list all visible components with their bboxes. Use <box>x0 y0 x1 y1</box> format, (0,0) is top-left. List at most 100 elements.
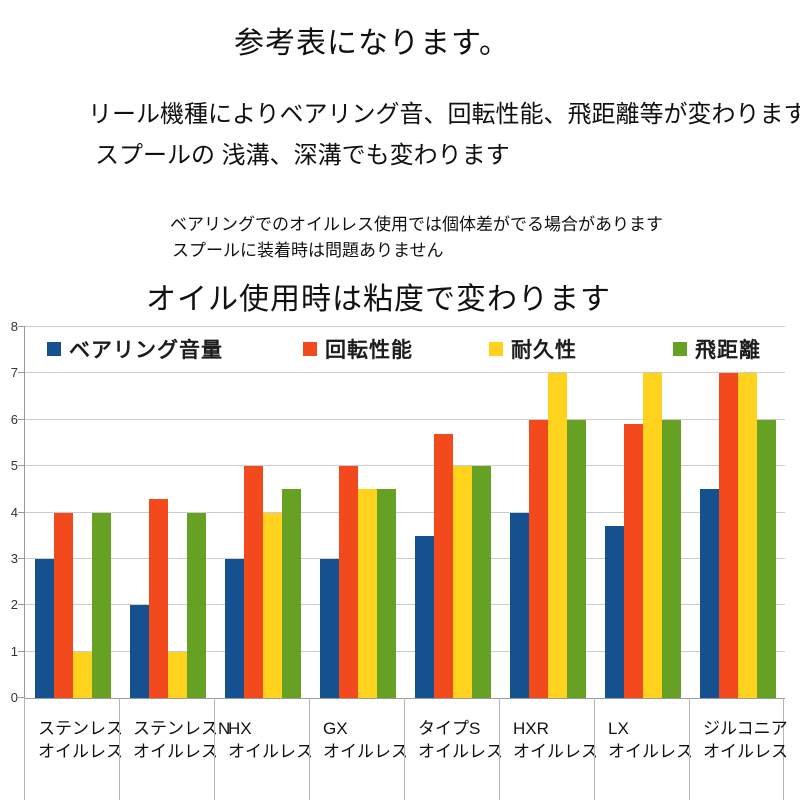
bar-series2-cat6 <box>642 373 662 698</box>
legend-item-series1: 回転性能 <box>303 334 413 364</box>
bar-series2-cat4 <box>452 466 472 698</box>
gridline-3 <box>25 557 785 559</box>
y-axis-label-8: 8 <box>10 319 18 334</box>
category-sublabel: オイルレス <box>228 742 313 761</box>
category-label: ジルコニア <box>703 719 788 738</box>
y-tick-2 <box>18 604 25 606</box>
category-cell-2: HX オイルレス <box>214 698 313 800</box>
legend-item-series0: ベアリング音量 <box>47 334 223 364</box>
y-axis-label-6: 6 <box>10 411 18 427</box>
y-axis-label-4: 4 <box>10 504 18 520</box>
bar-series1-cat0 <box>53 512 73 698</box>
legend-item-series2: 耐久性 <box>489 334 577 364</box>
y-tick-8 <box>18 326 25 327</box>
gridline-5 <box>25 465 785 467</box>
y-tick-6 <box>18 418 25 420</box>
description-line-1: リール機種によりベアリング音、回転性能、飛距離等が変わります。 <box>88 101 800 128</box>
bar-series0-cat7 <box>699 489 719 698</box>
bar-series2-cat5 <box>547 373 567 698</box>
legend-label: 耐久性 <box>511 339 577 362</box>
bar-series3-cat7 <box>756 419 776 698</box>
bar-series1-cat6 <box>623 424 643 698</box>
bar-series3-cat0 <box>91 512 111 698</box>
y-axis-label-0: 0 <box>10 690 18 705</box>
gridline-4 <box>25 511 785 513</box>
y-tick-5 <box>18 465 25 467</box>
category-sublabel: オイルレス <box>608 742 693 761</box>
y-tick-3 <box>18 557 25 559</box>
category-sublabel: オイルレス <box>133 742 218 761</box>
category-sublabel: オイルレス <box>513 742 598 761</box>
legend-color-swatch <box>47 342 61 356</box>
category-cell-0: ステンレスオイルレス <box>24 698 123 800</box>
bar-series1-cat3 <box>338 466 358 698</box>
y-axis-label-5: 5 <box>10 458 18 474</box>
category-cell-7: ジルコニアオイルレス <box>689 698 788 800</box>
bar-series0-cat3 <box>319 558 339 698</box>
category-label: ステンレスN <box>133 719 231 738</box>
legend-label: ベアリング音量 <box>69 339 223 362</box>
plot-area: ベアリング音量 回転性能 耐久性 飛距離 <box>18 326 785 699</box>
legend-color-swatch <box>303 342 317 356</box>
bar-series1-cat4 <box>433 433 453 698</box>
category-cell-3: GX オイルレス <box>309 698 408 800</box>
legend-color-swatch <box>673 342 687 356</box>
category-sublabel: オイルレス <box>323 742 408 761</box>
chart-subtitle: オイル使用時は粘度で変わります <box>146 283 611 316</box>
bar-series2-cat2 <box>262 512 282 698</box>
bar-series0-cat6 <box>604 526 624 698</box>
y-tick-4 <box>18 511 25 513</box>
bar-series2-cat7 <box>737 373 757 698</box>
legend-label: 飛距離 <box>695 339 761 362</box>
bar-series0-cat1 <box>129 605 149 698</box>
note-line-2: スプールに装着時は問題ありません <box>172 241 444 260</box>
bar-series3-cat1 <box>186 512 206 698</box>
bar-series2-cat1 <box>167 651 187 698</box>
gridline-6 <box>25 418 785 420</box>
legend-item-series3: 飛距離 <box>673 334 761 364</box>
category-sublabel: オイルレス <box>418 742 503 761</box>
category-sublabel: オイルレス <box>703 742 788 761</box>
category-cell-1: ステンレスN オイルレス <box>119 698 231 800</box>
bar-series0-cat0 <box>34 558 54 698</box>
description-line-2: スプールの 浅溝、深溝でも変わります <box>95 142 510 169</box>
category-sublabel: オイルレス <box>38 742 123 761</box>
category-cell-4: タイプS オイルレス <box>404 698 503 800</box>
bar-series3-cat4 <box>471 466 491 698</box>
bar-series0-cat2 <box>224 558 244 698</box>
bar-series2-cat0 <box>72 651 92 698</box>
bar-series3-cat3 <box>376 489 396 698</box>
bar-series1-cat2 <box>243 466 263 698</box>
gridline-2 <box>25 604 785 606</box>
y-axis-label-2: 2 <box>10 597 18 613</box>
y-tick-7 <box>18 372 25 374</box>
y-tick-1 <box>18 650 25 652</box>
category-label: HX <box>228 719 252 738</box>
y-tick-0 <box>18 697 25 698</box>
bar-series2-cat3 <box>357 489 377 698</box>
y-axis-label-7: 7 <box>10 365 18 381</box>
bar-series0-cat4 <box>414 535 434 698</box>
bar-series0-cat5 <box>509 512 529 698</box>
legend-label: 回転性能 <box>325 339 413 362</box>
bar-series3-cat5 <box>566 419 586 698</box>
gridline-7 <box>25 372 785 374</box>
category-label: LX <box>608 719 629 738</box>
category-cell-5: HXR オイルレス <box>499 698 598 800</box>
y-axis-label-1: 1 <box>10 643 18 659</box>
legend-color-swatch <box>489 342 503 356</box>
category-label: タイプS <box>418 719 481 738</box>
category-cell-6: LX オイルレス <box>594 698 693 800</box>
bar-series1-cat7 <box>718 373 738 698</box>
bar-series1-cat1 <box>148 498 168 698</box>
y-axis-label-3: 3 <box>10 550 18 566</box>
bar-series3-cat6 <box>661 419 681 698</box>
category-label: GX <box>323 719 348 738</box>
category-label: ステンレス <box>38 719 123 738</box>
bar-series1-cat5 <box>528 419 548 698</box>
note-line-1: ベアリングでのオイルレス使用では個体差がでる場合があります <box>170 215 663 234</box>
bar-series3-cat2 <box>281 489 301 698</box>
category-label: HXR <box>513 719 549 738</box>
bar-chart: ベアリング音量 回転性能 耐久性 飛距離 0 1 2 3 4 5 6 7 8 ステンレス オイルレス ステン… <box>0 319 800 800</box>
